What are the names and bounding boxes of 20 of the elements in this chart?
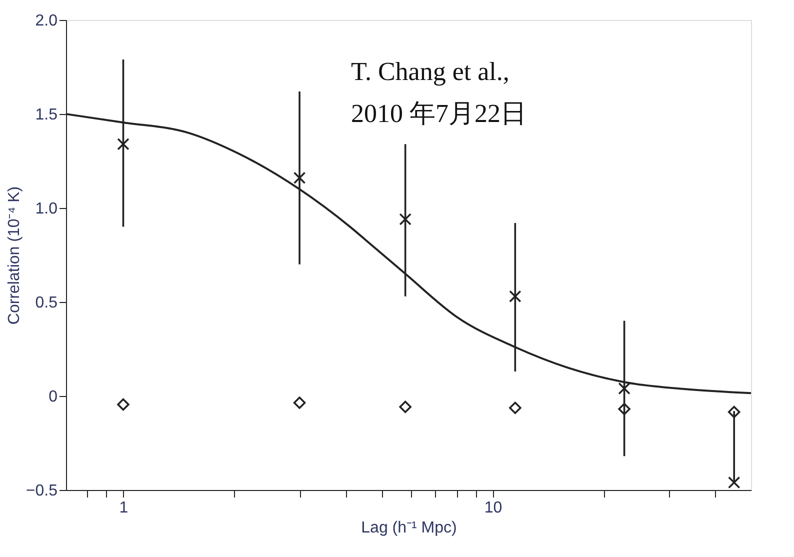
y-tick-label: −0.5 <box>26 482 58 500</box>
point <box>618 382 630 395</box>
point <box>728 476 740 489</box>
y-tick-label: 0 <box>48 388 58 406</box>
point <box>509 402 522 414</box>
y-tick-label: 1.0 <box>35 200 58 218</box>
point <box>728 406 740 418</box>
point <box>399 213 412 226</box>
x-tick-label: 1 <box>119 500 128 516</box>
point <box>618 402 630 416</box>
annotation: 2010 年7月22日 <box>351 99 526 128</box>
y-tick-label: 2.0 <box>35 12 58 30</box>
x-axis-title: Lag (h⁻¹ Mpc) <box>361 520 457 536</box>
point <box>509 290 522 303</box>
y-axis-title: Correlation (10⁻⁴ K) <box>6 186 23 325</box>
y-tick-label: 0.5 <box>35 294 58 312</box>
x-tick-label: 10 <box>484 500 502 516</box>
point <box>399 400 412 414</box>
y-tick-label: 1.5 <box>35 106 58 124</box>
annotation: T. Chang et al., <box>351 57 510 86</box>
